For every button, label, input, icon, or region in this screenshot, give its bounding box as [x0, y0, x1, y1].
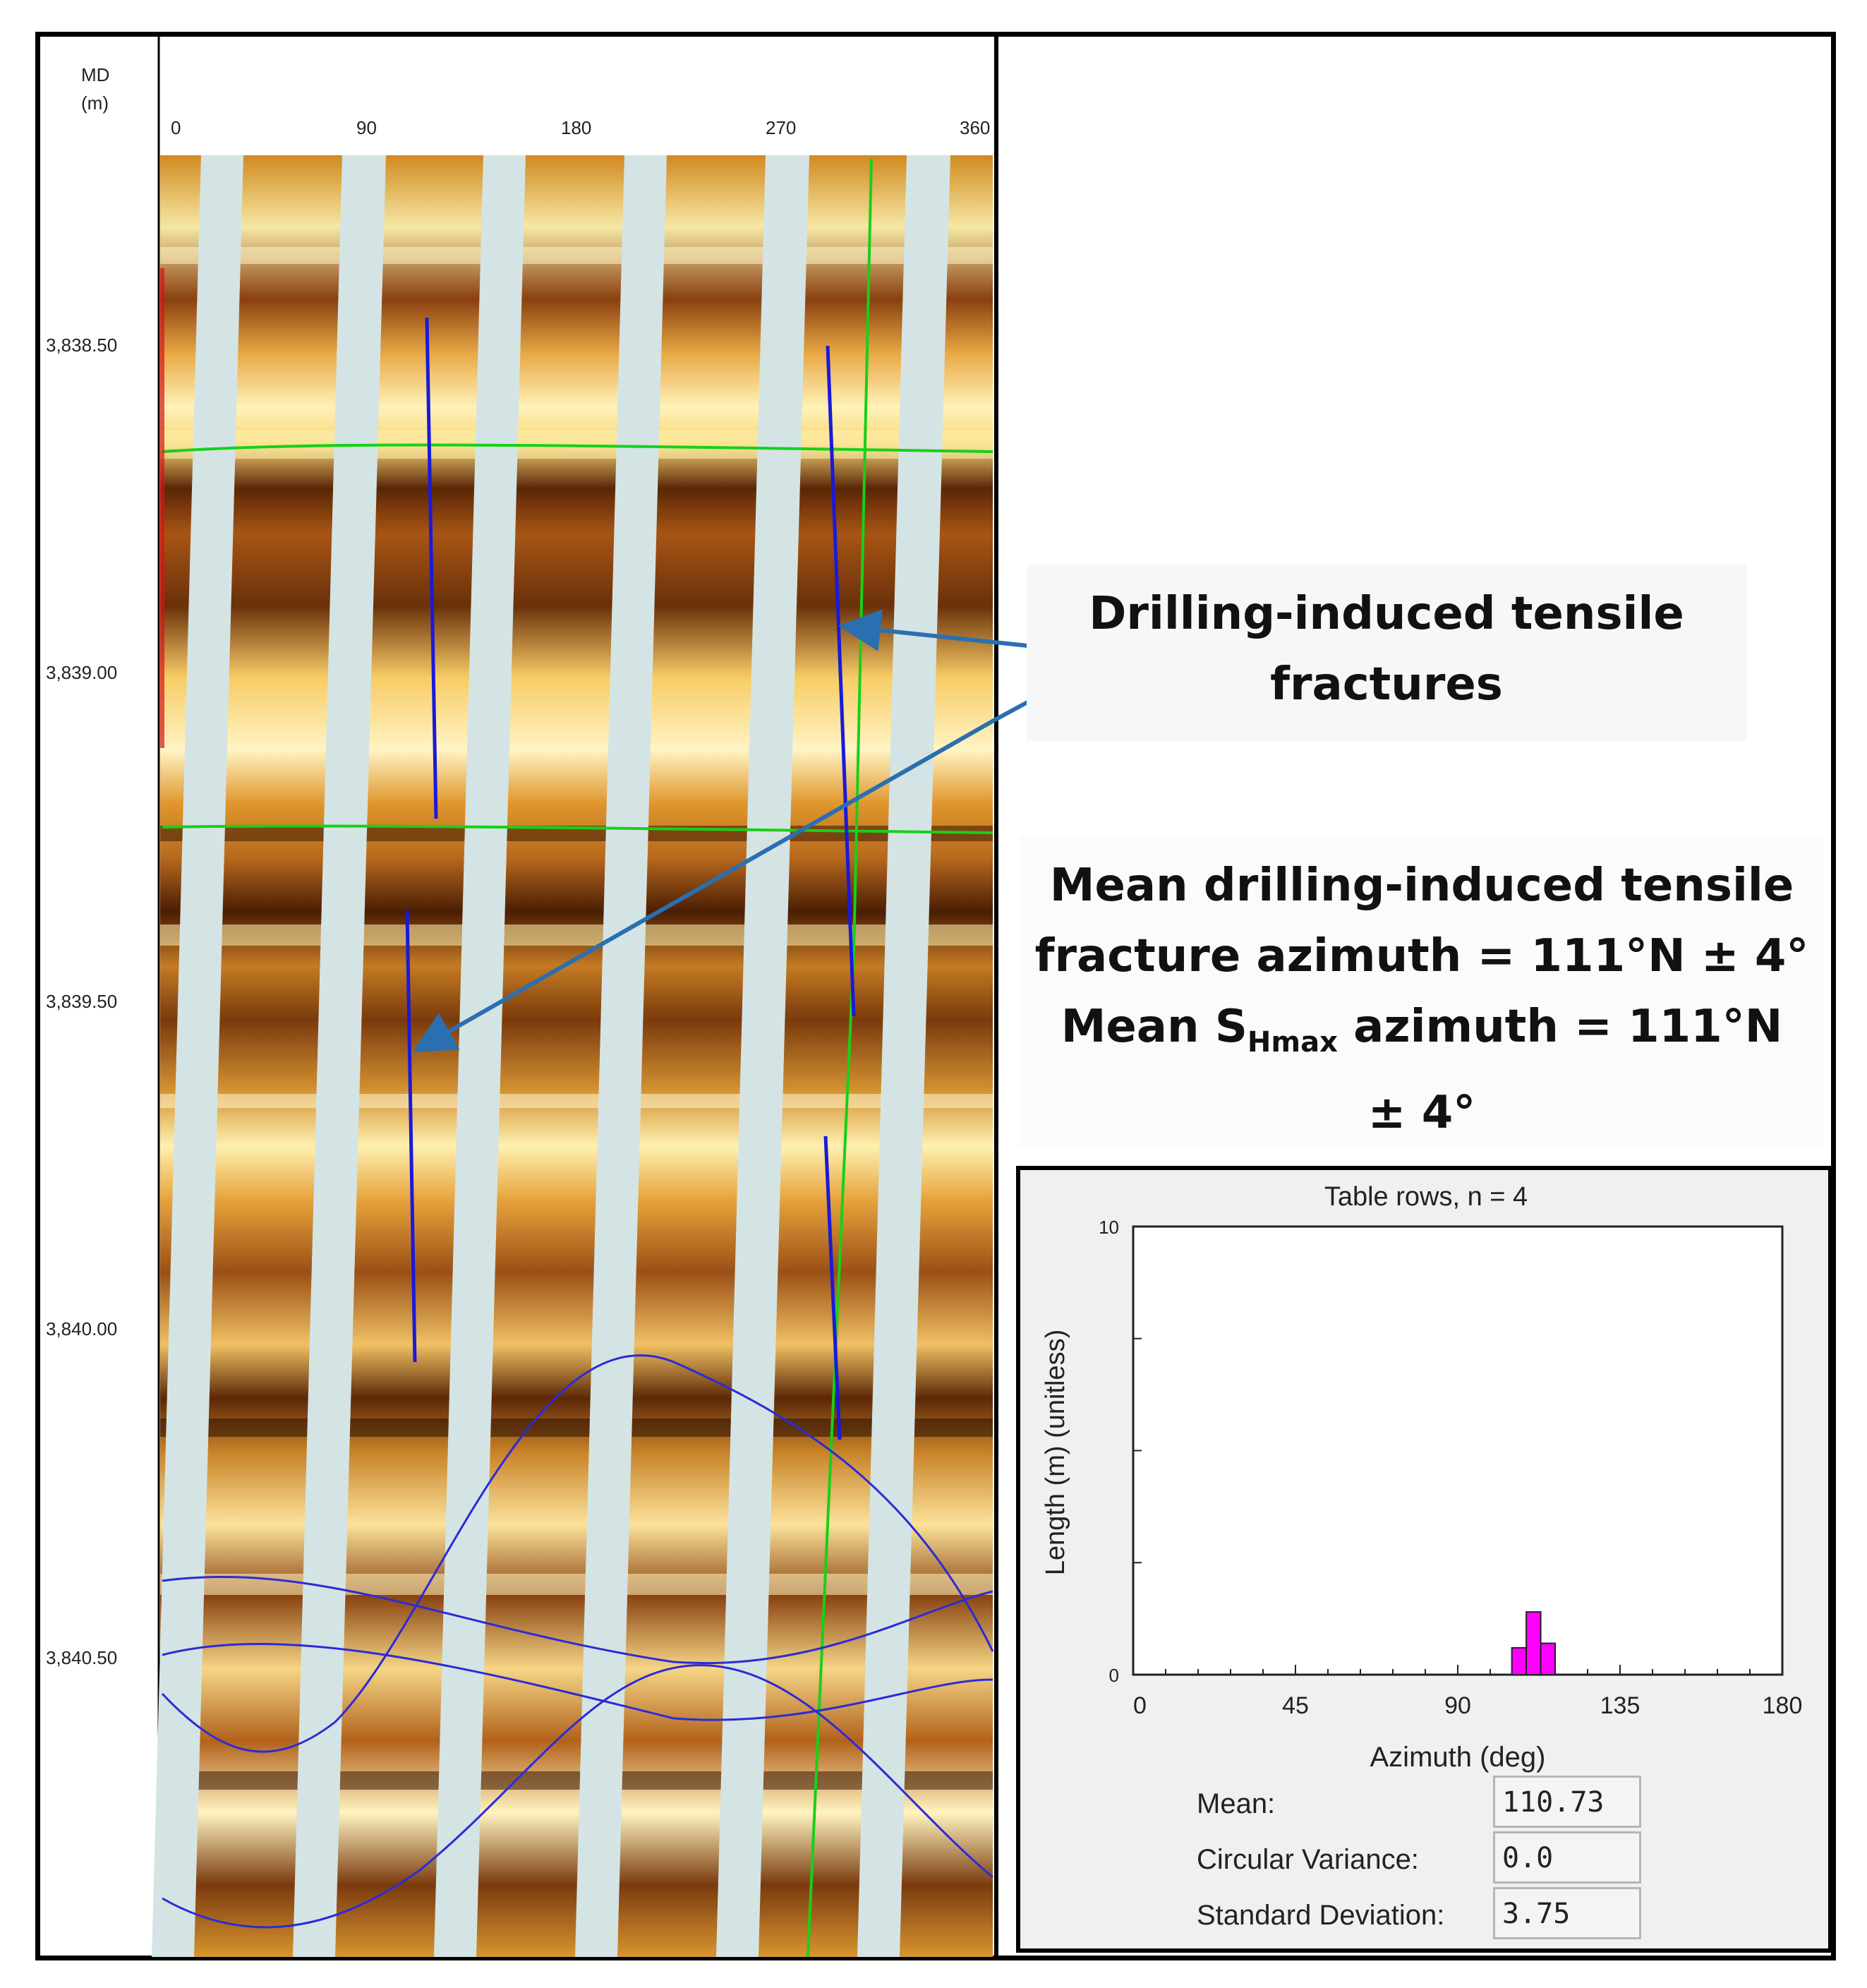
- mean-azimuth-callout: Mean drilling-induced tensile fracture a…: [1020, 836, 1824, 1147]
- histogram-x-ticks: 0 45 90 135 180: [1132, 1665, 1803, 1719]
- mean-callout-shmax-subscript: Hmax: [1247, 1026, 1338, 1059]
- fractures-callout-line-1: Drilling-induced tensile: [1089, 588, 1684, 640]
- x-tick-label: 90: [1444, 1692, 1471, 1719]
- bedding-sinusoids: [161, 1354, 994, 1929]
- pad-gap-2: [293, 155, 386, 1957]
- pad-gap-1: [152, 155, 243, 1957]
- depth-header-md: MD: [81, 64, 109, 85]
- azimuth-tick-90: 90: [356, 117, 377, 138]
- azimuth-histogram: Table rows, n = 4 0 45 90 135 180 0 10 Azimut…: [1041, 1182, 1803, 1773]
- histogram-title: Table rows, n = 4: [1324, 1182, 1528, 1212]
- mean-callout-line-3: Mean SHmax azimuth = 111°N: [1020, 992, 1824, 1078]
- sinusoid-3: [162, 1643, 993, 1721]
- stat-label-circular-variance: Circular Variance:: [1197, 1844, 1419, 1875]
- pad-gap-4: [575, 155, 667, 1957]
- image-log-panel: MD (m) 0 90 180 270 360 3,838.50 3,839.0…: [39, 35, 998, 1957]
- depth-tick-3840-50: 3,840.50: [46, 1647, 117, 1668]
- stat-label-standard-deviation: Standard Deviation:: [1197, 1900, 1445, 1931]
- mean-callout-line-2: fracture azimuth = 111°N ± 4°: [1034, 930, 1809, 982]
- histogram-bar: [1525, 1611, 1542, 1675]
- stat-row-standard-deviation: Standard Deviation: 3.75: [1020, 1887, 1832, 1942]
- x-tick-label: 0: [1133, 1692, 1147, 1719]
- depth-header-unit: (m): [81, 92, 109, 114]
- mean-callout-line-4: ± 4°: [1367, 1087, 1476, 1139]
- histogram-bars: [1511, 1611, 1556, 1676]
- depth-tick-3840-00: 3,840.00: [46, 1318, 117, 1339]
- fracture-trace-3: [405, 910, 417, 1363]
- x-tick-label: 180: [1763, 1692, 1803, 1719]
- stat-row-mean: Mean: 110.73: [1020, 1776, 1832, 1831]
- depth-tick-3838-50: 3,838.50: [46, 335, 117, 356]
- depth-tick-labels: 3,838.50 3,839.00 3,839.50 3,840.00 3,84…: [46, 335, 117, 1668]
- y-tick-label: 0: [1109, 1665, 1119, 1686]
- azimuth-tick-270: 270: [766, 117, 796, 138]
- pad-gap-6: [857, 155, 950, 1957]
- x-tick-label: 45: [1282, 1692, 1309, 1719]
- azimuth-tick-180: 180: [561, 117, 591, 138]
- histogram-x-axis-label: Azimuth (deg): [1370, 1742, 1546, 1773]
- sinusoid-2: [162, 1576, 993, 1665]
- stat-value-mean: 110.73: [1493, 1776, 1641, 1828]
- fractures-callout-line-2: fractures: [1270, 658, 1503, 711]
- stat-row-circular-variance: Circular Variance: 0.0: [1020, 1831, 1832, 1886]
- histogram-bar: [1540, 1642, 1556, 1675]
- pad-gap-3: [434, 155, 526, 1957]
- fracture-trace-4: [823, 1135, 842, 1440]
- pad-gap-5: [716, 155, 809, 1957]
- y-tick-label: 10: [1099, 1217, 1119, 1238]
- depth-tick-3839-00: 3,839.00: [46, 662, 117, 683]
- stat-value-circular-variance: 0.0: [1493, 1831, 1641, 1884]
- histogram-y-axis-label: Length (m) (unitless): [1041, 1330, 1070, 1575]
- bed-boundary-1: [162, 443, 993, 453]
- azimuth-statistics-window: Table rows, n = 4 0 45 90 135 180 0 10 Azimut…: [1016, 1166, 1832, 1953]
- histogram-plot-area: [1132, 1225, 1784, 1676]
- sinusoid-1: [161, 1354, 994, 1753]
- mean-callout-shmax-prefix: Mean S: [1061, 1001, 1247, 1053]
- histogram-bar: [1511, 1646, 1528, 1676]
- azimuth-tick-0: 0: [171, 117, 181, 138]
- mean-callout-shmax-suffix: azimuth = 111°N: [1337, 1001, 1783, 1053]
- stat-value-standard-deviation: 3.75: [1493, 1887, 1641, 1939]
- stat-label-mean: Mean:: [1197, 1788, 1276, 1819]
- sinusoid-4: [162, 1664, 993, 1929]
- depth-tick-3839-50: 3,839.50: [46, 991, 117, 1012]
- pad-gaps: [152, 155, 950, 1957]
- mean-callout-line-1: Mean drilling-induced tensile: [1049, 860, 1794, 912]
- azimuth-tick-360: 360: [960, 117, 990, 138]
- fractures-callout: Drilling-induced tensile fractures: [1027, 565, 1746, 741]
- histogram-y-ticks: 0 10: [1099, 1217, 1142, 1686]
- x-tick-label: 135: [1600, 1692, 1641, 1719]
- azimuth-tick-labels: 0 90 180 270 360: [171, 117, 990, 138]
- image-log-svg: MD (m) 0 90 180 270 360 3,838.50 3,839.0…: [39, 35, 998, 1957]
- left-edge-marker: [160, 268, 164, 748]
